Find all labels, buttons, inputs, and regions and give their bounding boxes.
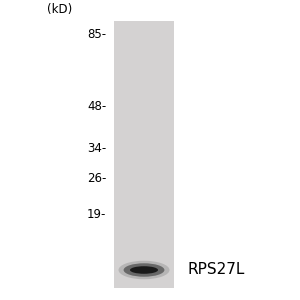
Ellipse shape	[130, 266, 158, 274]
Ellipse shape	[118, 261, 169, 279]
Text: 85-: 85-	[87, 28, 106, 41]
Text: RPS27L: RPS27L	[188, 262, 245, 278]
Text: 19-: 19-	[87, 208, 106, 221]
Text: 34-: 34-	[87, 142, 106, 155]
FancyBboxPatch shape	[114, 21, 174, 288]
Ellipse shape	[124, 263, 164, 277]
Text: 26-: 26-	[87, 172, 106, 185]
Text: 48-: 48-	[87, 100, 106, 113]
Text: (kD): (kD)	[47, 4, 73, 16]
